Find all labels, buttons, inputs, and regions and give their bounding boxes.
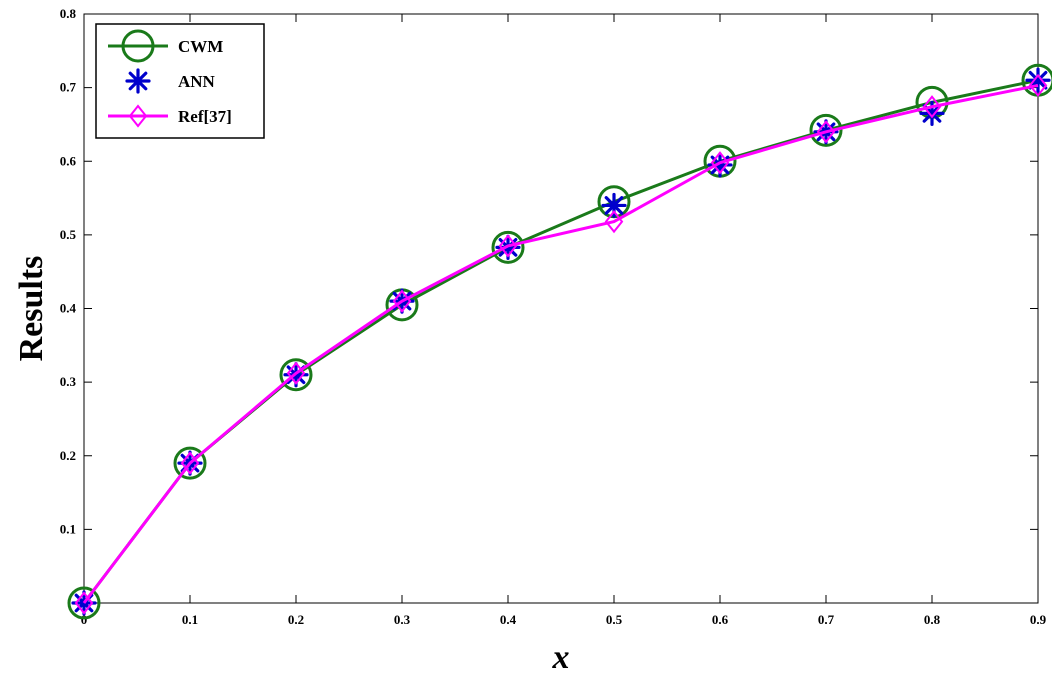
data-point-diamond: [180, 451, 200, 475]
data-point-diamond: [922, 95, 942, 119]
data-point-diamond: [816, 120, 836, 144]
x-axis-label: x: [552, 639, 570, 674]
legend-marker-diamond: [128, 104, 148, 128]
data-point-circle: [279, 358, 313, 392]
y-tick-label: 0.3: [60, 374, 77, 389]
y-tick-label: 0.5: [60, 227, 77, 242]
y-tick-label: 0.2: [60, 448, 76, 463]
legend: CWM ANN Ref[37]: [95, 23, 265, 139]
y-tick-label: 0.6: [60, 153, 77, 168]
data-point-diamond: [710, 151, 730, 175]
y-tick-label: 0.7: [60, 80, 77, 95]
data-point-circle: [173, 446, 207, 480]
legend-label: ANN: [178, 72, 216, 91]
series-line: [82, 83, 1039, 604]
data-point-diamond: [1028, 73, 1048, 98]
x-tick-label: 0.8: [924, 612, 941, 627]
legend-label: Ref[37]: [178, 107, 232, 126]
data-point-diamond: [286, 361, 306, 385]
legend-marker-asterisk: [125, 68, 151, 94]
x-tick-label: 0.7: [818, 612, 835, 627]
legend-label: CWM: [178, 37, 223, 56]
y-tick-label: 0.1: [60, 521, 76, 536]
x-tick-label: 0.9: [1030, 612, 1047, 627]
y-axis-label: Results: [13, 256, 50, 362]
series-ref-37: [74, 73, 1048, 615]
legend-marker-circle: [121, 29, 155, 63]
x-tick-label: 0.5: [606, 612, 623, 627]
legend-item: CWM: [108, 29, 223, 63]
x-tick-label: 0.1: [182, 612, 198, 627]
x-tick-label: 0.3: [394, 612, 411, 627]
x-tick-label: 0.2: [288, 612, 304, 627]
data-point-diamond: [392, 289, 412, 313]
x-tick-label: 0.6: [712, 612, 729, 627]
series-layer: [67, 63, 1052, 620]
data-point-diamond: [498, 234, 518, 258]
y-tick-label: 0.4: [60, 301, 77, 316]
y-tick-label: 0.8: [60, 6, 77, 21]
legend-item: ANN: [125, 68, 216, 94]
data-point-circle: [491, 230, 525, 264]
x-axis-ticks: 0 0.1 0.2 0.3 0.4 0.5 0.6 0.7 0.8 0.9: [81, 14, 1047, 627]
data-point-circle: [67, 586, 101, 620]
data-point-diamond: [74, 591, 94, 615]
data-point-circle: [809, 113, 843, 147]
legend-item: Ref[37]: [108, 104, 232, 128]
y-axis-ticks: 0.1 0.2 0.3 0.4 0.5 0.6 0.7 0.8: [60, 6, 1038, 536]
x-tick-label: 0.4: [500, 612, 517, 627]
data-point-diamond: [604, 210, 624, 234]
